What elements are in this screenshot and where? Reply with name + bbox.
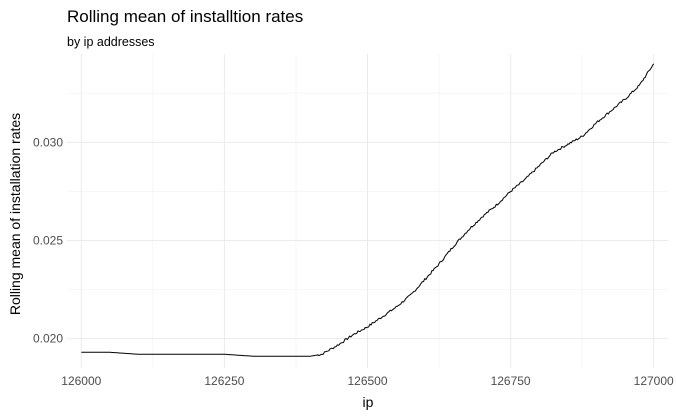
y-tick-label: 0.025	[33, 233, 63, 247]
y-tick-label: 0.020	[33, 332, 63, 346]
x-axis-title: ip	[363, 394, 374, 410]
y-axis-ticks: 0.020 0.025 0.030	[33, 135, 63, 345]
series-group	[81, 63, 655, 357]
y-axis-title: Rolling mean of installation rates	[7, 113, 23, 315]
y-tick-label: 0.030	[33, 135, 63, 149]
series-line	[81, 63, 655, 357]
chart-subtitle: by ip addresses	[67, 35, 155, 49]
major-gridlines	[67, 54, 668, 368]
x-tick-label: 126000	[61, 374, 101, 388]
x-tick-label: 126250	[204, 374, 244, 388]
x-tick-label: 126750	[491, 374, 531, 388]
x-tick-label: 126500	[347, 374, 387, 388]
chart-title: Rolling mean of installtion rates	[67, 7, 303, 26]
x-axis-ticks: 126000 126250 126500 126750 127000	[61, 374, 674, 388]
x-tick-label: 127000	[634, 374, 674, 388]
